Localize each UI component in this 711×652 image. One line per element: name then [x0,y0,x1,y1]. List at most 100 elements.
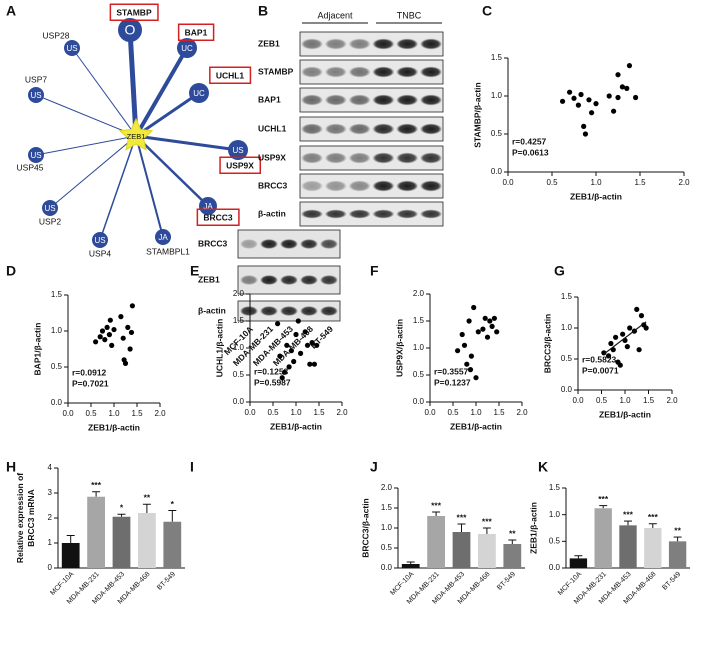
point [475,329,481,335]
node-symbol: JA [158,233,168,242]
point [468,353,474,359]
blot-strip [299,31,444,57]
point [578,91,584,98]
band [301,38,323,50]
band [300,306,318,316]
node-symbol: UC [193,89,205,98]
bar [401,564,420,568]
bar [87,496,105,568]
band [301,180,323,192]
stat-annotation: r=0.5823 [582,354,617,364]
point [617,362,623,368]
point [627,325,633,331]
band [372,66,395,78]
band [324,123,347,135]
stat-annotation: r=0.3557 [434,366,469,376]
band [348,94,371,106]
y-axis-label: BRCC3/β-actin [360,498,370,558]
y-tick-label: 0.5 [233,370,245,379]
band [420,66,442,78]
point [606,93,612,99]
y-tick-label: 0.0 [381,563,393,572]
significance: *** [91,480,102,490]
band [260,239,278,249]
point [589,110,595,116]
highlight-box [109,3,159,21]
y-axis-label: UCHL1/β-actin [214,319,224,378]
point [293,331,299,338]
node-symbol: JA [203,202,213,211]
band [348,66,371,78]
x-tick-label: BT-549 [156,571,177,592]
band [324,38,347,50]
point [106,332,112,338]
point [286,364,292,370]
x-tick-label: 0.5 [546,178,558,187]
node-label: BRCC3 [203,212,233,222]
x-axis-label: ZEB1/β-actin [88,422,140,432]
stat-annotation: P=0.7021 [72,378,109,388]
y-tick-label: 1.0 [549,510,561,519]
band [396,123,419,135]
edge [135,135,164,238]
x-tick-label: 1.5 [634,178,646,187]
x-tick-label: 2.0 [336,408,348,417]
x-tick-label: 2.0 [678,178,690,187]
point [489,323,495,329]
node-label: USP2 [39,216,61,226]
band [260,306,278,316]
point [473,375,479,381]
row-label: UCHL1 [258,123,287,133]
significance: *** [598,494,609,504]
y-axis-label: USP9X/β-actin [394,319,404,377]
point [615,94,621,101]
y-tick-label: 1.5 [561,292,573,301]
node-symbol: O [125,22,136,38]
row-label: STAMBP [258,66,294,76]
panel-label: G [554,263,565,279]
blot-strip [299,116,444,142]
x-tick-label: 0.0 [424,408,436,417]
band [348,180,371,192]
x-tick-label: 1.5 [131,409,143,418]
point [128,329,135,336]
point [97,334,103,340]
band [260,275,278,285]
point [307,361,313,367]
point [275,321,281,327]
panel-label: D [6,263,16,279]
x-tick-label: 2.0 [516,408,528,417]
panel-label: F [370,263,379,279]
point [624,344,630,350]
highlight-box [196,208,240,226]
band [324,94,347,106]
bar [594,508,612,568]
band [300,239,318,249]
band [240,306,258,316]
y-tick-label: 1.0 [413,343,425,352]
point [127,346,133,352]
band [301,123,323,135]
significance: *** [482,516,493,526]
center-label: ZEB1 [127,132,146,141]
point [611,108,617,114]
bar [61,543,80,568]
point [122,360,129,366]
y-tick-label: 1.0 [51,326,63,335]
point [636,347,642,353]
band [372,123,395,135]
panel-label: A [6,3,16,19]
node [118,18,142,42]
y-tick-label: 2.0 [413,289,425,298]
blot-strip [299,59,444,85]
group-label: Adjacent [317,10,353,20]
panel-label: C [482,3,492,19]
node-symbol: UC [181,44,193,53]
x-axis-label: ZEB1/β-actin [450,421,502,431]
bar [163,521,182,568]
y-tick-label: 1.5 [549,483,561,492]
panel-label: H [6,459,16,475]
point [620,331,626,337]
blot-strip [299,145,444,171]
